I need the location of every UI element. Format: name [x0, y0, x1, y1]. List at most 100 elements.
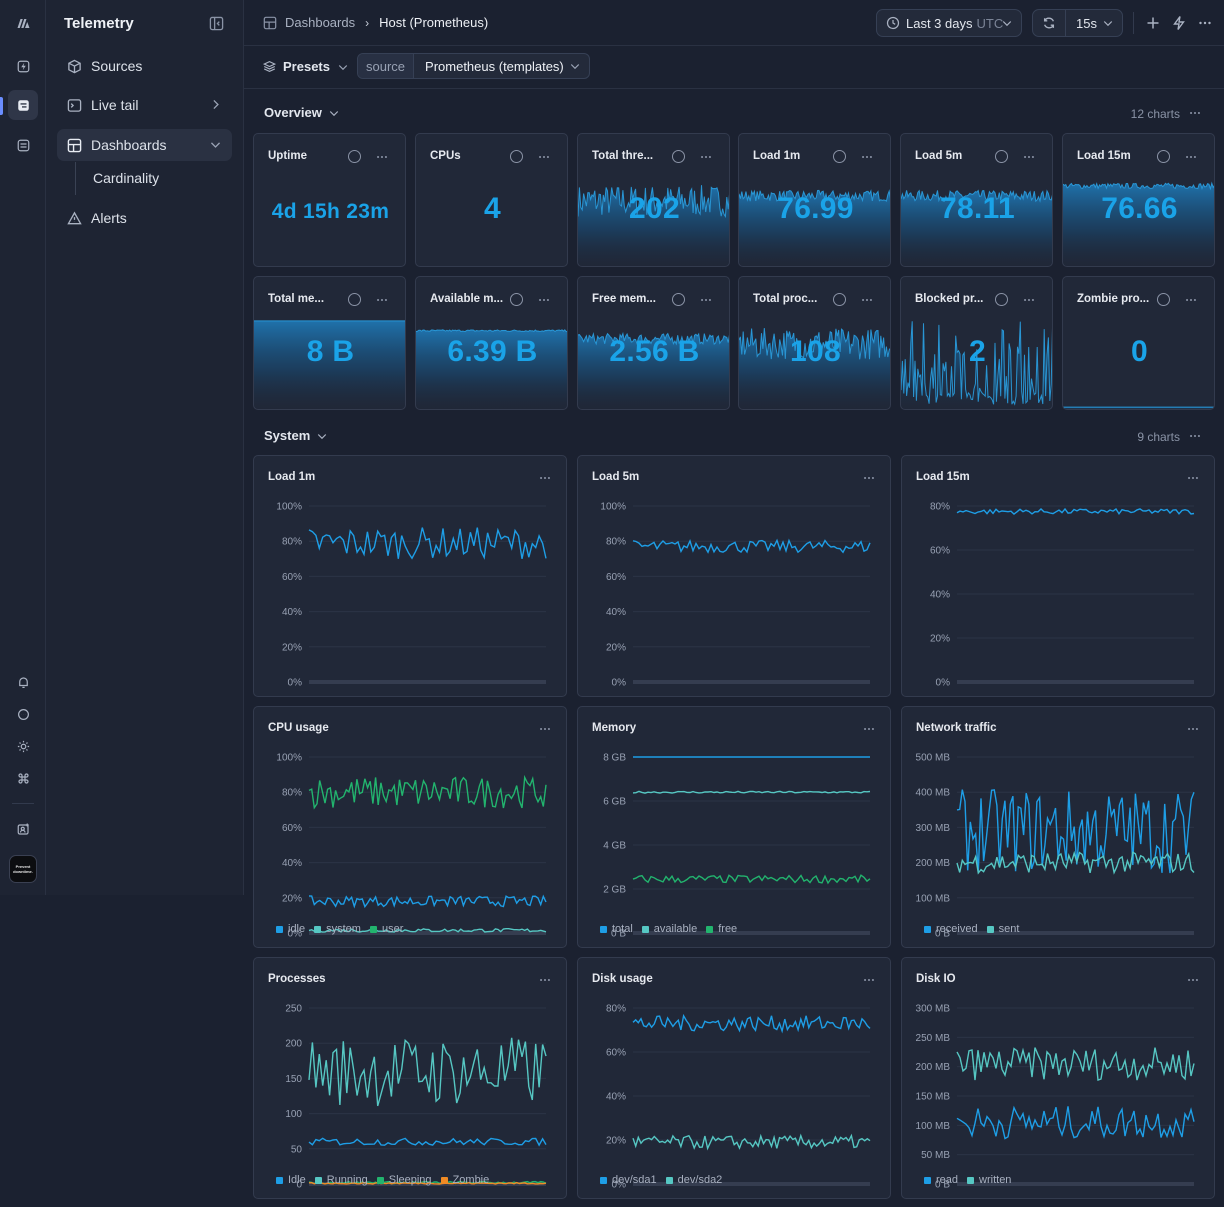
legend-swatch — [924, 1176, 931, 1184]
legend-item[interactable]: Running — [314, 1174, 368, 1186]
stat-value: 202 — [629, 192, 680, 225]
legend-item[interactable]: free — [706, 923, 737, 935]
chart-panel[interactable]: 0% 20% 40% 60% 80% Disk usage dev/sda1 dev/sda2 — [577, 957, 891, 1199]
chart-panel[interactable]: 0 B 2 GB 4 GB 6 GB 8 GB Memory total available f… — [577, 706, 891, 948]
more-icon[interactable] — [538, 471, 552, 485]
legend-item[interactable]: sent — [986, 923, 1019, 935]
stat-card[interactable]: Load 1m 76.99 — [738, 133, 891, 267]
legend-item[interactable]: dev/sda2 — [665, 1174, 722, 1186]
section-overview-toggle[interactable]: Overview — [264, 105, 340, 120]
stat-card[interactable]: Free mem... 2.56 B — [577, 276, 730, 410]
more-icon[interactable] — [699, 150, 713, 164]
legend-item[interactable]: Idle — [276, 1174, 306, 1186]
legend-item[interactable]: received — [924, 923, 978, 935]
stat-card[interactable]: CPUs 4 — [415, 133, 568, 267]
section-system-toggle[interactable]: System — [264, 428, 328, 443]
legend-item[interactable]: idle — [276, 923, 305, 935]
stat-card[interactable]: Total thre... 202 — [577, 133, 730, 267]
more-icon[interactable] — [862, 471, 876, 485]
more-icon[interactable] — [1188, 106, 1202, 120]
more-icon[interactable] — [1022, 293, 1036, 307]
legend-item[interactable]: Sleeping — [376, 1174, 432, 1186]
chart-panel[interactable]: 0% 20% 40% 60% 80% Load 15m — [901, 455, 1215, 697]
y-tick-label: 100 MB — [916, 893, 951, 904]
bell-icon[interactable] — [8, 667, 38, 697]
sidebar-item-dashboards[interactable]: Dashboards — [57, 129, 232, 161]
refresh-control[interactable]: 15s — [1032, 9, 1123, 37]
bolt-icon[interactable] — [1171, 15, 1187, 31]
time-range-picker[interactable]: Last 3 days UTC — [876, 9, 1022, 37]
more-icon[interactable] — [1188, 429, 1202, 443]
chart-panel[interactable]: 0% 20% 40% 60% 80% 100% Load 5m — [577, 455, 891, 697]
more-icon[interactable] — [1184, 293, 1198, 307]
legend-item[interactable]: read — [924, 1174, 958, 1186]
y-tick-label: 40% — [282, 607, 302, 618]
legend-item[interactable]: dev/sda1 — [600, 1174, 657, 1186]
more-icon[interactable] — [860, 150, 874, 164]
sun-icon[interactable] — [8, 731, 38, 761]
legend-item[interactable]: available — [641, 923, 697, 935]
stat-card[interactable]: Total me... 8 B — [253, 276, 406, 410]
command-icon[interactable] — [8, 763, 38, 793]
stat-card[interactable]: Load 15m 76.66 — [1062, 133, 1215, 267]
bolt-square-icon[interactable] — [8, 51, 38, 81]
chart-panel[interactable]: 0% 20% 40% 60% 80% 100% Load 1m — [253, 455, 567, 697]
stat-card[interactable]: Zombie pro... 0 — [1062, 276, 1215, 410]
more-icon[interactable] — [1186, 722, 1200, 736]
more-icon[interactable] — [1186, 973, 1200, 987]
stat-card[interactable]: Uptime 4d 15h 23m — [253, 133, 406, 267]
more-icon[interactable] — [538, 973, 552, 987]
y-tick-label: 250 — [285, 1004, 302, 1015]
sidebar-item-alerts[interactable]: Alerts — [57, 202, 232, 234]
sidebar-item-live-tail[interactable]: Live tail — [57, 89, 232, 121]
user-add-icon[interactable] — [8, 814, 38, 844]
chart-title: Disk usage — [592, 973, 653, 985]
more-icon[interactable] — [862, 973, 876, 987]
more-icon[interactable] — [1184, 150, 1198, 164]
more-icon[interactable] — [699, 293, 713, 307]
chart-panel[interactable]: 0 B 100 MB 200 MB 300 MB 400 MB 500 MB Network… — [901, 706, 1215, 948]
sidebar-item-sources[interactable]: Sources — [57, 50, 232, 82]
logo-icon[interactable] — [8, 8, 38, 38]
legend-item[interactable]: Zombie — [440, 1174, 489, 1186]
refresh-button[interactable] — [1033, 10, 1066, 36]
stat-value: 2 — [969, 335, 986, 368]
plus-icon[interactable] — [1145, 15, 1161, 31]
breadcrumb-root[interactable]: Dashboards — [285, 15, 356, 30]
brand-mark[interactable]: Prevent downtime. — [9, 855, 37, 883]
legend-item[interactable]: written — [967, 1174, 1011, 1186]
chart-panel[interactable]: 0 B 50 MB 100 MB 150 MB 200 MB 250 MB 300 MB Di… — [901, 957, 1215, 1199]
more-icon[interactable] — [375, 293, 389, 307]
more-icon[interactable] — [1186, 471, 1200, 485]
presets-dropdown[interactable]: Presets — [263, 59, 356, 74]
chat-icon[interactable] — [8, 699, 38, 729]
sidebar-item-cardinality[interactable]: Cardinality — [93, 170, 160, 186]
more-icon[interactable] — [1022, 150, 1036, 164]
stat-value: 0 — [1131, 335, 1148, 368]
sidebar-collapse-icon[interactable] — [209, 16, 224, 31]
legend-swatch — [314, 1176, 322, 1184]
telemetry-nav-icon[interactable] — [8, 90, 38, 120]
y-tick-label: 0% — [936, 678, 951, 689]
more-icon[interactable] — [860, 293, 874, 307]
legend-item[interactable]: system — [314, 923, 361, 935]
chart-panel[interactable]: 0 50 100 150 200 250 Processes Idle Running Sleep… — [253, 957, 567, 1199]
more-icon[interactable] — [1197, 15, 1213, 31]
more-icon[interactable] — [537, 150, 551, 164]
source-select[interactable]: source Prometheus (templates) — [357, 53, 590, 79]
more-icon[interactable] — [538, 722, 552, 736]
chart-panel[interactable]: 0% 20% 40% 60% 80% 100% CPU usage idle system use… — [253, 706, 567, 948]
series-line — [632, 790, 871, 794]
legend-item[interactable]: user — [369, 923, 403, 935]
stat-card[interactable]: Load 5m 78.11 — [900, 133, 1053, 267]
stat-card[interactable]: Available m... 6.39 B — [415, 276, 568, 410]
legend-item[interactable]: total — [600, 923, 633, 935]
stat-card[interactable]: Blocked pr... 2 — [900, 276, 1053, 410]
more-icon[interactable] — [375, 150, 389, 164]
y-tick-label: 40% — [282, 858, 302, 869]
more-icon[interactable] — [537, 293, 551, 307]
stat-card[interactable]: Total proc... 108 — [738, 276, 891, 410]
more-icon[interactable] — [862, 722, 876, 736]
legend-swatch — [276, 1176, 283, 1184]
sliders-square-icon[interactable] — [8, 130, 38, 160]
